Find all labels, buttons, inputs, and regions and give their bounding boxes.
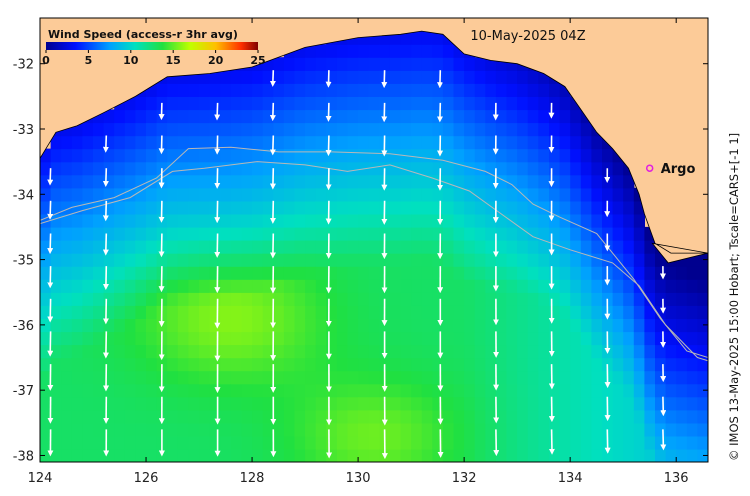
wind-arrow (102, 233, 109, 256)
wind-arrow (660, 429, 667, 451)
lon-tick-label: 134 (558, 471, 583, 486)
shelf-contours (40, 146, 708, 362)
wind-arrow (47, 168, 54, 186)
wind-arrow (102, 168, 109, 187)
lon-tick-label: 124 (28, 471, 53, 486)
wind-arrow (102, 200, 109, 222)
colorbar-tick-label: 15 (166, 54, 181, 67)
station-marker-icon (645, 164, 654, 172)
axis-ticks (39, 18, 708, 462)
lon-tick-label: 132 (452, 471, 477, 486)
wind-arrow (269, 135, 276, 156)
wind-arrow (47, 200, 54, 220)
latitude-tick-labels: -32 -33 -34 -35 -36 -37 -38 (13, 58, 34, 465)
station-label: Argo (661, 162, 696, 177)
argo-station: Argo (645, 162, 696, 177)
lat-tick-label: -38 (13, 449, 34, 464)
wind-arrows (47, 70, 667, 460)
colorbar-tick-label: 25 (250, 54, 265, 67)
colorbar: Wind Speed (access-r 3hr avg) 0 5 10 15 20 25 (42, 28, 265, 67)
wind-arrow (269, 102, 276, 122)
lat-tick-label: -36 (13, 319, 34, 334)
colorbar-tick-label: 20 (208, 54, 224, 67)
wind-speed-field (40, 31, 708, 462)
plot-frame (39, 17, 709, 463)
wind-arrow (102, 135, 109, 153)
lat-tick-label: -34 (13, 188, 34, 203)
lon-tick-label: 126 (134, 471, 159, 486)
colorbar-tick-label: 10 (123, 54, 139, 67)
credit-text: © IMOS 13-May-2025 15:00 Hobart; Tscale=… (727, 133, 741, 461)
wind-arrow (47, 233, 54, 255)
colorbar-title: Wind Speed (access-r 3hr avg) (48, 28, 238, 41)
colorbar-gradient (46, 42, 258, 50)
lat-tick-label: -33 (13, 123, 34, 138)
wind-arrow (214, 102, 221, 121)
longitude-tick-labels: 124 126 128 130 132 134 136 (28, 471, 689, 486)
lon-tick-label: 128 (240, 471, 265, 486)
lat-tick-label: -37 (13, 384, 34, 399)
lon-tick-label: 136 (664, 471, 689, 486)
lon-tick-label: 130 (346, 471, 371, 486)
colorbar-tick-label: 0 (42, 54, 50, 67)
lat-tick-label: -35 (13, 254, 34, 269)
timestamp-title: 10-May-2025 04Z (470, 29, 585, 44)
lat-tick-label: -32 (13, 58, 34, 73)
colorbar-tick-label: 5 (85, 54, 93, 67)
wind-arrow (269, 70, 276, 87)
